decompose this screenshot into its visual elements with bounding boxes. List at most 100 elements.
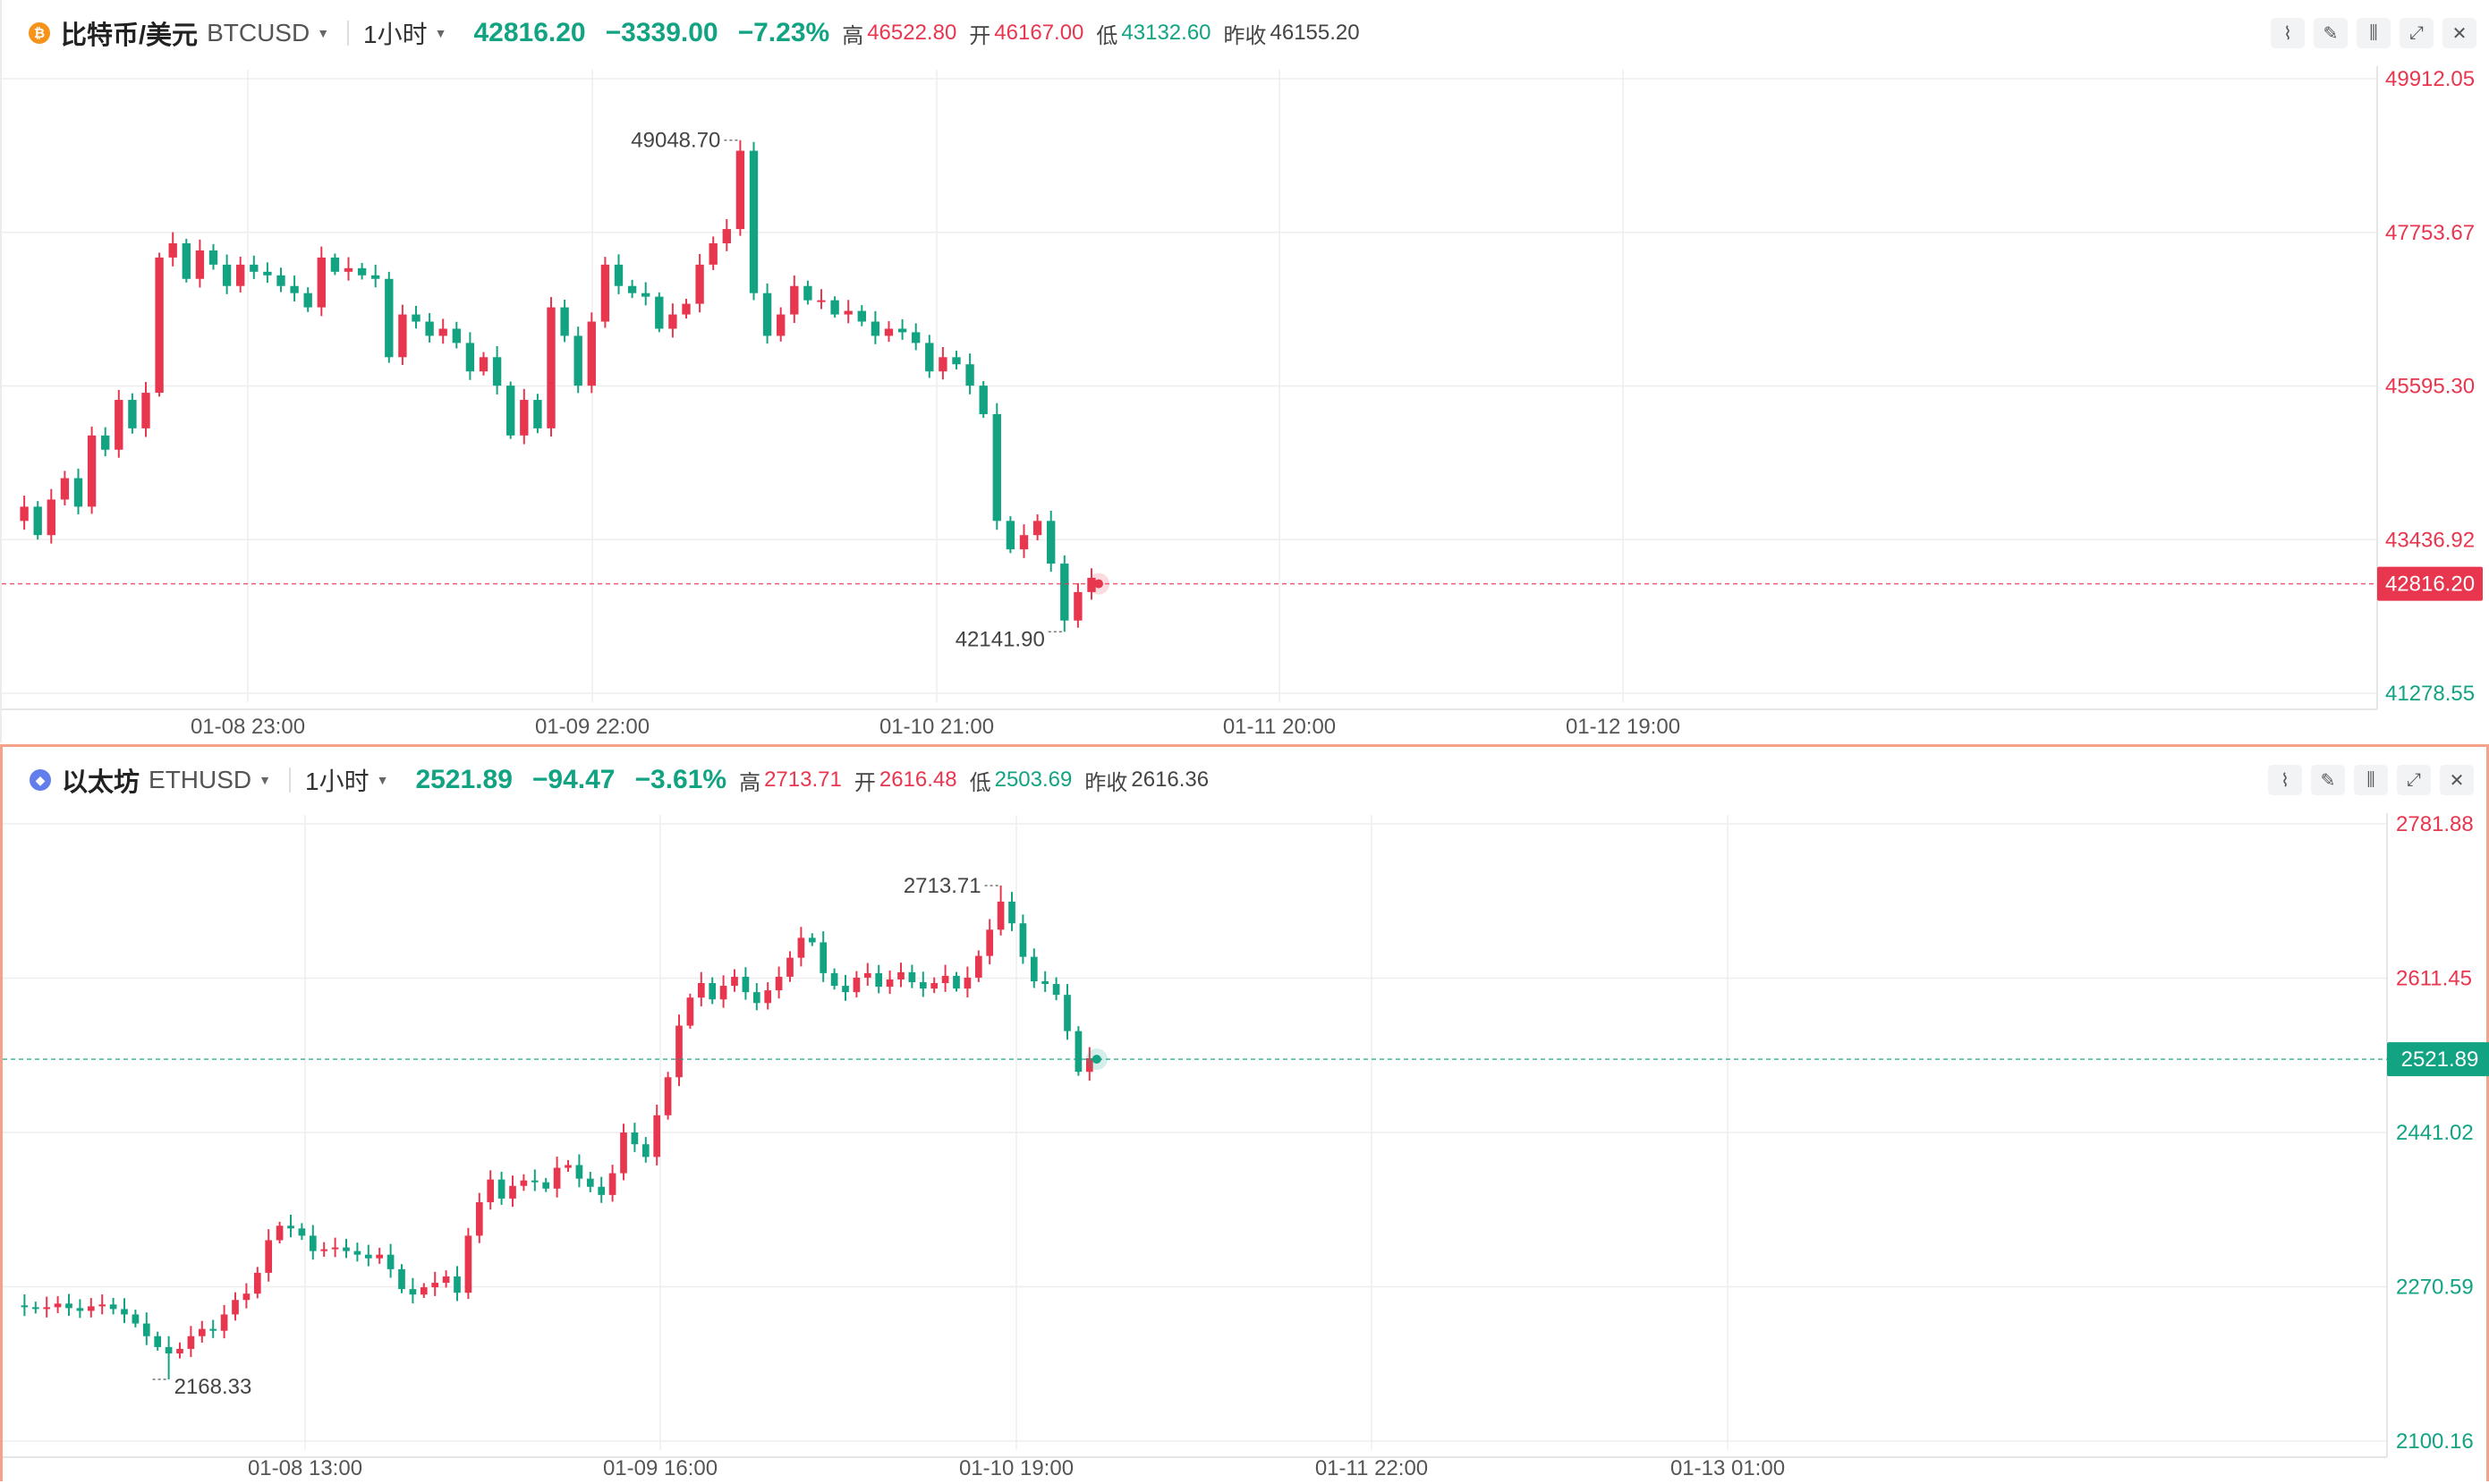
candle-body	[276, 1225, 284, 1241]
candle-body	[1041, 980, 1049, 985]
candle-body	[547, 307, 556, 428]
candle-body	[33, 506, 42, 536]
candle-body	[109, 1304, 117, 1310]
candle-body	[641, 293, 650, 297]
btc-header: ₿ 比特币/美元 BTCUSD ▼ 1小时 ▼ 42816.20 −3339.0…	[2, 0, 2489, 66]
candle-body	[454, 1276, 461, 1293]
candle-body	[560, 307, 569, 336]
candle-body	[1032, 521, 1042, 536]
x-axis-tick-label: 01-11 20:00	[1223, 715, 1336, 739]
expand-icon[interactable]: ⤢	[2397, 765, 2431, 795]
candle-body	[21, 1305, 29, 1308]
candle-body	[1052, 984, 1060, 996]
candle-body	[330, 257, 340, 272]
candle-body	[154, 1336, 162, 1347]
close-icon[interactable]: ✕	[2440, 765, 2474, 795]
candle-body	[842, 986, 849, 993]
chevron-down-icon[interactable]: ▼	[434, 26, 447, 40]
candle-body	[735, 150, 745, 230]
candle-body	[364, 1254, 372, 1259]
stat-value-high: 2713.71	[764, 767, 842, 792]
candle-body	[208, 250, 218, 265]
x-axis-tick-label: 01-13 01:00	[1670, 1456, 1785, 1480]
candle-body	[997, 901, 1005, 930]
stat-value-open: 2616.48	[879, 767, 957, 792]
candle-body	[830, 972, 838, 987]
x-axis-tick-label: 01-10 19:00	[959, 1456, 1074, 1480]
current-price-dot	[1092, 1055, 1101, 1064]
stat-value-prev-close: 2616.36	[1131, 767, 1210, 792]
candle-body	[492, 357, 502, 386]
stat-value-prev-close: 46155.20	[1270, 21, 1360, 45]
candle-body	[398, 1268, 405, 1290]
candle-body	[176, 1348, 183, 1353]
line-chart-icon[interactable]: ⌇	[2271, 18, 2305, 48]
candle-body	[465, 343, 475, 372]
symbol-selector[interactable]: ETHUSD	[149, 766, 252, 793]
close-icon[interactable]: ✕	[2442, 18, 2476, 48]
candle-body	[675, 1025, 683, 1078]
candle-body	[575, 1165, 583, 1179]
x-axis-tick-label: 01-09 22:00	[535, 715, 650, 739]
y-axis-tick-label: 41278.55	[2385, 682, 2475, 706]
chevron-down-icon[interactable]: ▼	[259, 773, 271, 787]
interval-selector[interactable]: 1小时	[363, 21, 428, 48]
bitcoin-icon: ₿	[29, 22, 50, 44]
expand-icon[interactable]: ⤢	[2400, 18, 2434, 48]
candle-body	[1047, 521, 1056, 564]
asset-name: 比特币/美元	[61, 21, 199, 50]
btc-candlestick-chart[interactable]: 49912.05 47753.67 45595.30 43436.92 41278.55…	[2, 0, 2489, 742]
candle-body	[1064, 995, 1071, 1031]
candle-body	[808, 937, 816, 943]
candle-body	[664, 1077, 672, 1115]
candle-body	[992, 413, 1001, 522]
candle-body	[908, 971, 916, 983]
interval-selector[interactable]: 1小时	[305, 767, 370, 795]
candle-body	[775, 976, 783, 991]
x-axis-tick-label: 01-08 13:00	[248, 1456, 362, 1480]
candle-body	[276, 275, 285, 286]
eth-candlestick-chart[interactable]: 2781.88 2611.45 2441.02 2270.59 2100.16 01-08…	[3, 747, 2489, 1484]
candle-body	[941, 975, 949, 984]
candle-body	[1075, 1030, 1083, 1073]
stat-label-low: 低	[1096, 23, 1118, 48]
high-annotation: 49048.70	[631, 129, 720, 153]
candle-body	[220, 1314, 228, 1331]
candle-body	[777, 314, 786, 336]
symbol-selector[interactable]: BTCUSD	[207, 19, 310, 47]
y-axis-tick-label: 2441.02	[2396, 1121, 2474, 1145]
candle-body	[871, 321, 880, 336]
candle-body	[620, 1132, 627, 1174]
candle-body	[253, 1272, 261, 1294]
candle-body	[797, 937, 805, 958]
candle-body	[475, 1201, 483, 1236]
candle-body	[912, 332, 921, 343]
candle-body	[709, 242, 718, 265]
candle-body	[353, 1251, 361, 1255]
candle-body	[752, 992, 760, 1004]
draw-icon[interactable]: ✎	[2311, 765, 2345, 795]
candle-icon[interactable]: ⫼	[2357, 18, 2391, 48]
candle-body	[764, 990, 772, 1004]
candle-body	[653, 1115, 661, 1158]
y-axis-tick-label: 45595.30	[2385, 375, 2475, 399]
candle-body	[979, 386, 988, 414]
candle-body	[398, 314, 407, 358]
current-price-tag	[2377, 566, 2483, 601]
candle-body	[43, 1307, 51, 1310]
chevron-down-icon[interactable]: ▼	[376, 773, 389, 787]
candle-body	[598, 1186, 606, 1195]
candle-body	[964, 977, 972, 989]
candle-icon[interactable]: ⫼	[2354, 765, 2388, 795]
candle-body	[533, 400, 542, 428]
candle-body	[232, 1300, 239, 1315]
line-chart-icon[interactable]: ⌇	[2268, 765, 2302, 795]
candle-body	[719, 986, 727, 1000]
candle-body	[857, 310, 866, 322]
btc-toolbar: ⌇ ✎ ⫼ ⤢ ✕	[2271, 18, 2476, 48]
draw-icon[interactable]: ✎	[2314, 18, 2348, 48]
candle-body	[115, 400, 123, 450]
candle-body	[87, 1306, 95, 1311]
candle-body	[303, 293, 312, 308]
chevron-down-icon[interactable]: ▼	[317, 26, 330, 40]
